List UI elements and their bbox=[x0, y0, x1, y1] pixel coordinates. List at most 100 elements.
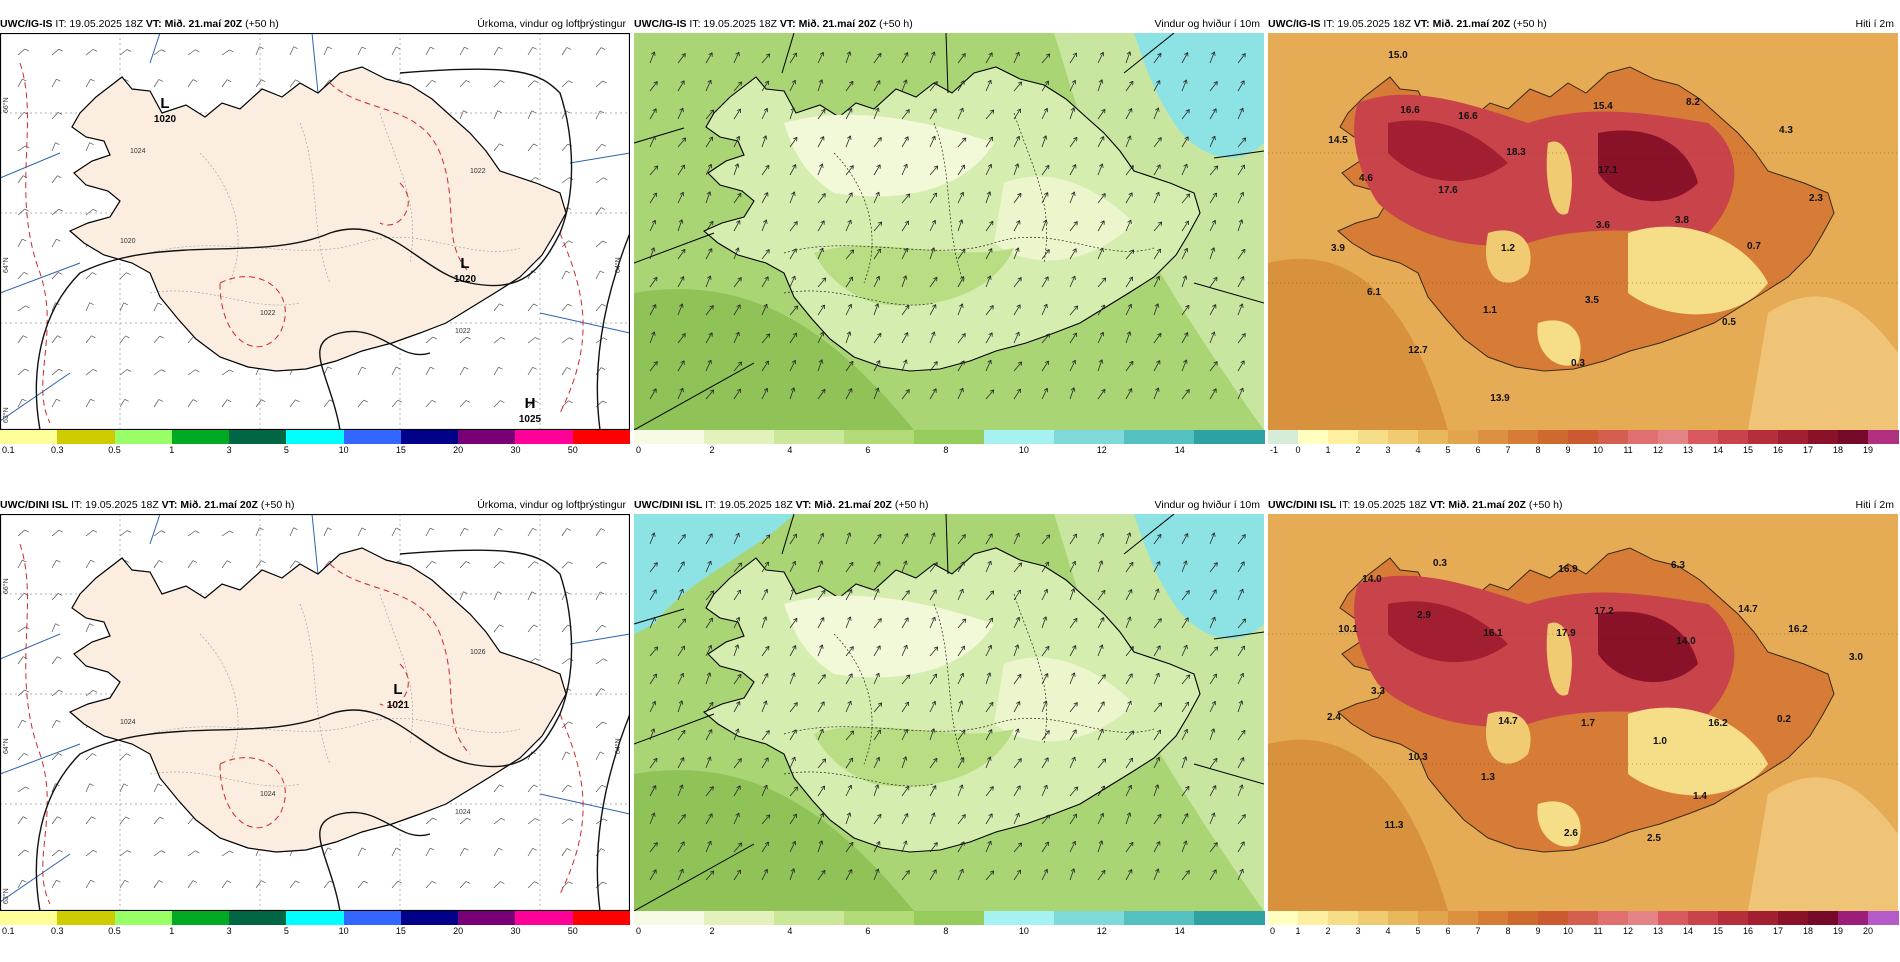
colorbar-label: 20 bbox=[453, 926, 463, 936]
model-name: UWC/DINI ISL bbox=[0, 499, 68, 511]
colorbar-swatch bbox=[515, 430, 573, 444]
colorbar-swatch bbox=[286, 911, 344, 925]
pressure-center-letter: L bbox=[160, 95, 169, 112]
init-time: IT: 19.05.2025 18Z bbox=[71, 499, 159, 511]
latitude-label: 64°N bbox=[614, 738, 622, 754]
panel-title: Úrkoma, vindur og loftþrýstingur bbox=[477, 497, 626, 513]
colorbar-label: 15 bbox=[396, 445, 406, 455]
colorbar-swatch bbox=[1748, 911, 1779, 925]
colorbar-swatch bbox=[844, 911, 915, 925]
colorbar-label: 5 bbox=[1445, 445, 1450, 455]
colorbar-swatch bbox=[704, 430, 775, 444]
temperature-value-label: 14.5 bbox=[1328, 135, 1348, 146]
panel-temp-dini: UWC/DINI ISL IT: 19.05.2025 18Z VT: Mið.… bbox=[1268, 497, 1898, 962]
colorbar-label: 2 bbox=[1355, 445, 1360, 455]
colorbar-label: 4 bbox=[1415, 445, 1420, 455]
colorbar-label: 0.5 bbox=[108, 926, 121, 936]
colorbar-label: 19 bbox=[1863, 445, 1873, 455]
colorbar-label: 11 bbox=[1623, 445, 1632, 455]
colorbar-label: 15 bbox=[396, 926, 406, 936]
colorbar-label: 12 bbox=[1097, 445, 1107, 455]
colorbar-label: 50 bbox=[568, 926, 578, 936]
temperature-value-label: 11.3 bbox=[1385, 820, 1404, 831]
wind-map bbox=[634, 33, 1264, 430]
colorbar-swatch bbox=[115, 430, 173, 444]
colorbar-label: 16 bbox=[1773, 445, 1783, 455]
temperature-value-label: 14.0 bbox=[1362, 574, 1382, 585]
colorbar-label: 6 bbox=[865, 445, 870, 455]
temperature-value-label: 17.6 bbox=[1438, 185, 1458, 196]
colorbar-label: 12 bbox=[1653, 445, 1663, 455]
temperature-value-label: 2.3 bbox=[1809, 193, 1823, 204]
colorbar-swatch bbox=[57, 430, 115, 444]
colorbar-swatch bbox=[401, 911, 459, 925]
model-name: UWC/IG-IS bbox=[634, 18, 687, 30]
precip-map: 10201022102210221024L1020L1020H102566°N6… bbox=[0, 33, 630, 430]
temperature-value-label: 17.2 bbox=[1594, 606, 1614, 617]
temperature-value-label: 1.2 bbox=[1501, 243, 1515, 254]
temperature-value-label: 3.9 bbox=[1331, 243, 1345, 254]
isobar-label: 1026 bbox=[470, 649, 486, 656]
colorbar-swatch bbox=[1328, 911, 1359, 925]
colorbar-swatch bbox=[1688, 911, 1719, 925]
colorbar-swatch bbox=[1388, 911, 1419, 925]
colorbar-swatch bbox=[1418, 430, 1449, 444]
colorbar-swatch bbox=[774, 430, 845, 444]
model-name: UWC/IG-IS bbox=[0, 18, 53, 30]
panel-precip-dini: UWC/DINI ISL IT: 19.05.2025 18Z VT: Mið.… bbox=[0, 497, 630, 962]
colorbar-swatch bbox=[344, 911, 402, 925]
colorbar-label: 2 bbox=[709, 926, 714, 936]
wind-map bbox=[634, 514, 1264, 911]
temperature-value-label: 10.1 bbox=[1338, 624, 1358, 635]
colorbar-swatch bbox=[229, 911, 287, 925]
colorbar-label: 0.3 bbox=[51, 926, 64, 936]
colorbar-label: 3 bbox=[227, 445, 232, 455]
colorbar-label: 9 bbox=[1535, 926, 1540, 936]
colorbar-swatch bbox=[1268, 430, 1299, 444]
temperature-value-label: 2.4 bbox=[1327, 712, 1341, 723]
panel-header: UWC/IG-IS IT: 19.05.2025 18Z VT: Mið. 21… bbox=[1268, 16, 1898, 32]
colorbar-swatch bbox=[1868, 430, 1899, 444]
latitude-label: 64°N bbox=[614, 257, 622, 273]
latitude-label: 63°N bbox=[2, 407, 10, 423]
colorbar-swatch bbox=[344, 430, 402, 444]
temperature-value-label: 17.1 bbox=[1598, 165, 1618, 176]
colorbar-swatch bbox=[634, 430, 705, 444]
temperature-value-label: 0.5 bbox=[1722, 317, 1736, 328]
temperature-value-label: 0.3 bbox=[1571, 358, 1585, 369]
colorbar-label: 0.1 bbox=[2, 445, 15, 455]
colorbar-label: 15 bbox=[1713, 926, 1723, 936]
colorbar-swatch bbox=[1778, 911, 1809, 925]
panel-title: Hiti í 2m bbox=[1855, 497, 1894, 513]
temperature-value-label: 15.4 bbox=[1593, 101, 1613, 112]
lead-time: (+50 h) bbox=[895, 499, 929, 511]
colorbar-label: 30 bbox=[510, 926, 520, 936]
init-time: IT: 19.05.2025 18Z bbox=[1339, 499, 1427, 511]
colorbar-label: 0 bbox=[1270, 926, 1275, 936]
colorbar-label: -1 bbox=[1270, 445, 1278, 455]
colorbar-label: 2 bbox=[709, 445, 714, 455]
pressure-center-letter: L bbox=[460, 255, 469, 272]
pressure-center-value: 1020 bbox=[454, 274, 477, 285]
colorbar-label: 17 bbox=[1803, 445, 1813, 455]
panel-precip-ig: UWC/IG-IS IT: 19.05.2025 18Z VT: Mið. 21… bbox=[0, 16, 630, 481]
panel-header: UWC/IG-IS IT: 19.05.2025 18Z VT: Mið. 21… bbox=[0, 16, 630, 32]
colorbar-label: 0 bbox=[636, 445, 641, 455]
panel-header: UWC/DINI ISL IT: 19.05.2025 18Z VT: Mið.… bbox=[0, 497, 630, 513]
colorbar-swatch bbox=[1778, 430, 1809, 444]
temperature-value-label: 3.3 bbox=[1371, 686, 1385, 697]
colorbar-swatch bbox=[774, 911, 845, 925]
init-time: IT: 19.05.2025 18Z bbox=[705, 499, 793, 511]
colorbar-swatch bbox=[1718, 911, 1749, 925]
colorbar-swatch bbox=[1418, 911, 1449, 925]
colorbar-label: 4 bbox=[787, 926, 792, 936]
temperature-value-label: 6.1 bbox=[1367, 287, 1381, 298]
temperature-value-label: 4.3 bbox=[1779, 125, 1793, 136]
colorbar-swatch bbox=[115, 911, 173, 925]
colorbar-label: 30 bbox=[510, 445, 520, 455]
model-name: UWC/DINI ISL bbox=[1268, 499, 1336, 511]
